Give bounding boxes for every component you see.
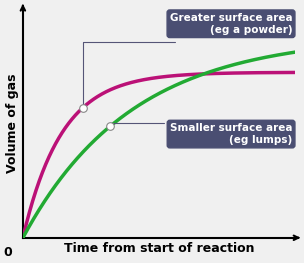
Text: 0: 0 [4,246,12,259]
Y-axis label: Volume of gas: Volume of gas [6,73,19,173]
Text: Greater surface area
(eg a powder): Greater surface area (eg a powder) [170,13,292,35]
X-axis label: Time from start of reaction: Time from start of reaction [64,242,254,255]
Text: Smaller surface area
(eg lumps): Smaller surface area (eg lumps) [170,123,292,145]
